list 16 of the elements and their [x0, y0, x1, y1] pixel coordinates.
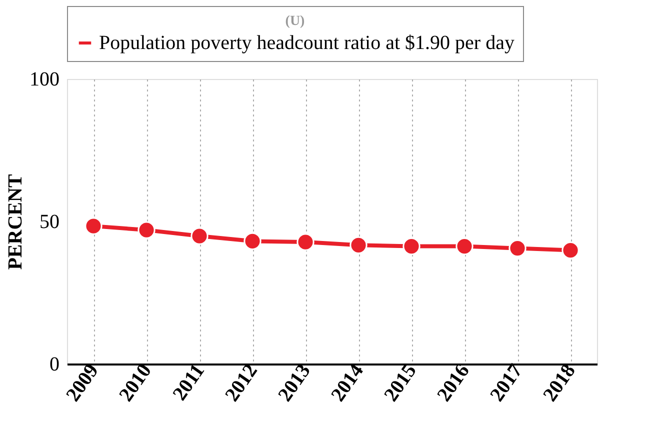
point	[190, 227, 208, 245]
point	[508, 239, 526, 258]
legend-title: (U)	[285, 14, 306, 29]
y-tick-label: 0	[50, 354, 60, 376]
y-tick-label: 50	[40, 211, 60, 233]
legend-label: Population poverty headcount ratio at $1.90 per day	[99, 32, 514, 54]
point	[138, 221, 156, 239]
point	[84, 217, 102, 235]
point	[296, 233, 314, 251]
point	[456, 238, 474, 256]
point	[350, 236, 368, 254]
y-tick-label: 100	[30, 68, 60, 90]
point	[244, 232, 262, 250]
point	[402, 238, 420, 256]
y-axis-title: PERCENT	[4, 174, 26, 270]
point	[562, 241, 580, 260]
